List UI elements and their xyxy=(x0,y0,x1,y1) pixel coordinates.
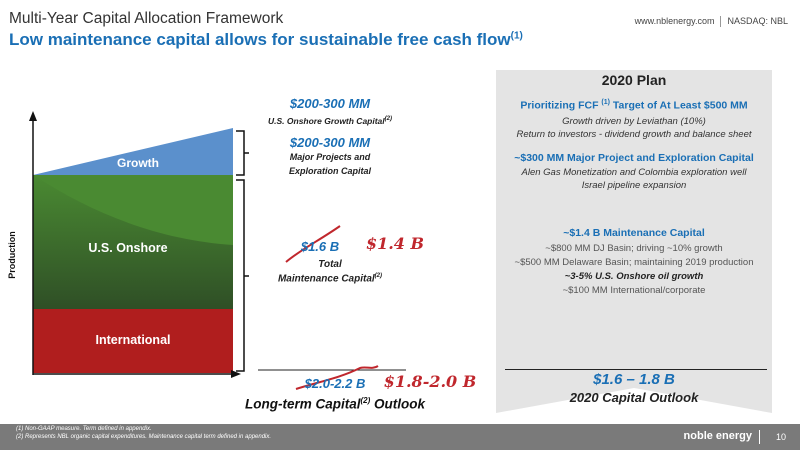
fcf-heading: Prioritizing FCF (1) Target of At Least … xyxy=(520,99,748,112)
ticker-label: NASDAQ: NBL xyxy=(727,16,788,26)
major-line-1: Alen Gas Monetization and Colombia explo… xyxy=(521,167,747,178)
footnote-1: (1) Non-GAAP measure. Term defined in ap… xyxy=(16,426,152,432)
plan-outlook-label: 2020 Capital Outlook xyxy=(569,390,699,405)
maintenance-original-amount: $1.6 B xyxy=(300,239,340,254)
maintenance-revised-amount: $1.4 B xyxy=(365,234,425,253)
slide-title: Multi-Year Capital Allocation Framework xyxy=(9,10,284,27)
y-axis-arrow xyxy=(29,111,37,121)
plan-title: 2020 Plan xyxy=(601,72,667,88)
strike-total xyxy=(295,365,379,390)
major-line-2: Israel pipeline expansion xyxy=(581,180,687,191)
x-axis-arrow xyxy=(231,370,241,378)
fcf-line-2: Return to investors - dividend growth an… xyxy=(516,129,752,140)
footer-bar xyxy=(0,424,800,450)
major-label-line2: Exploration Capital xyxy=(288,166,371,176)
long-term-outlook-label: Long-term Capital(2) Outlook xyxy=(244,396,426,412)
footnote-2: (2) Represents NBL organic capital expen… xyxy=(16,434,272,440)
major-heading: ~$300 MM Major Project and Exploration C… xyxy=(514,152,754,164)
maintenance-heading: ~$1.4 B Maintenance Capital xyxy=(563,227,705,239)
website-link[interactable]: www.nblenergy.com xyxy=(634,16,715,26)
slide-subtitle: Low maintenance capital allows for susta… xyxy=(9,30,523,49)
maintenance-brace xyxy=(236,179,249,372)
international-label: International xyxy=(95,333,171,347)
plan-capital-range: $1.6 – 1.8 B xyxy=(593,371,675,388)
major-label-line1: Major Projects and xyxy=(289,152,371,162)
us-onshore-label: U.S. Onshore xyxy=(88,241,168,255)
us-onshore-decline-curve xyxy=(33,175,233,245)
total-original-amount: $2.0-2.2 B xyxy=(304,376,366,391)
maintenance-label-line1: Total xyxy=(318,259,342,270)
international-segment xyxy=(33,309,233,373)
maintenance-line-2: ~$500 MM Delaware Basin; maintaining 201… xyxy=(514,257,754,268)
y-axis-label: Production xyxy=(7,231,17,279)
total-revised-amount: $1.8-2.0 B xyxy=(383,372,477,391)
plan-panel-bg xyxy=(496,70,772,413)
page-number: 10 xyxy=(775,432,786,442)
strike-maintenance xyxy=(285,225,341,263)
footer-divider xyxy=(759,430,760,444)
fcf-line-1: Growth driven by Leviathan (10%) xyxy=(562,116,706,127)
company-logo: noble energy xyxy=(683,430,752,442)
maintenance-label-line2: Maintenance Capital(2) xyxy=(277,273,383,285)
growth-capital-label: U.S. Onshore Growth Capital(2) xyxy=(268,116,392,126)
growth-amount: $200-300 MM xyxy=(289,96,371,111)
maintenance-line-1: ~$800 MM DJ Basin; driving ~10% growth xyxy=(545,243,723,254)
header-links: www.nblenergy.com NASDAQ: NBL xyxy=(634,16,788,28)
growth-label: Growth xyxy=(117,156,159,170)
maintenance-line-3: ~3-5% U.S. Onshore oil growth xyxy=(564,271,704,282)
growth-brace xyxy=(236,130,249,176)
major-amount: $200-300 MM xyxy=(289,135,371,150)
header-divider xyxy=(720,16,722,28)
growth-segment xyxy=(33,128,233,175)
plan-rule xyxy=(505,369,767,370)
maintenance-line-4: ~$100 MM International/corporate xyxy=(562,285,706,296)
